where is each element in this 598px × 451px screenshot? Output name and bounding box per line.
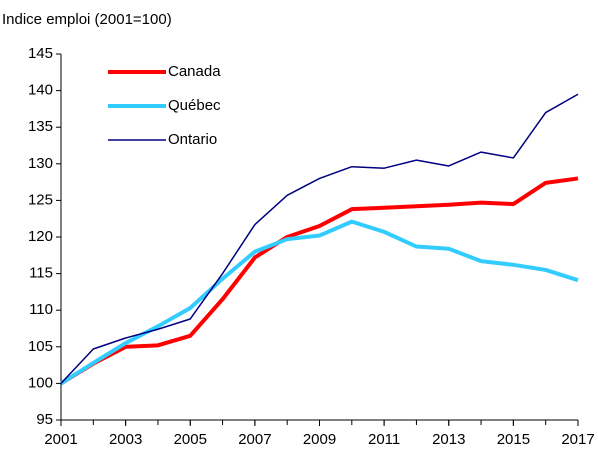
chart-title: Indice emploi (2001=100) — [2, 11, 172, 28]
legend-label: Ontario — [168, 131, 217, 148]
y-tick-label: 110 — [29, 301, 53, 318]
x-tick-label: 2013 — [432, 431, 465, 448]
y-tick-label: 100 — [28, 374, 53, 391]
x-tick-label: 2001 — [44, 431, 77, 448]
series-line — [60, 93, 579, 384]
y-tick-label: 95 — [36, 411, 53, 428]
y-tick-label: 115 — [29, 265, 53, 282]
y-tick-label: 140 — [28, 82, 53, 99]
legend-label: Québec — [168, 97, 221, 114]
legend-label: Canada — [168, 63, 221, 80]
y-tick-label: 105 — [28, 338, 53, 355]
y-tick-label: 120 — [28, 228, 53, 245]
y-tick-label: 145 — [28, 45, 53, 62]
y-tick-label: 135 — [28, 118, 53, 135]
series-line — [59, 219, 579, 386]
x-tick-label: 2007 — [238, 431, 271, 448]
x-tick-label: 2003 — [109, 431, 142, 448]
x-tick-label: 2015 — [497, 431, 530, 448]
y-tick-label: 130 — [28, 155, 53, 172]
x-tick-label: 2005 — [174, 431, 207, 448]
x-tick-label: 2009 — [303, 431, 336, 448]
x-tick-label: 2011 — [368, 431, 400, 448]
y-tick-label: 125 — [28, 191, 53, 208]
x-tick-label: 2017 — [561, 431, 594, 448]
series-line — [59, 176, 579, 386]
